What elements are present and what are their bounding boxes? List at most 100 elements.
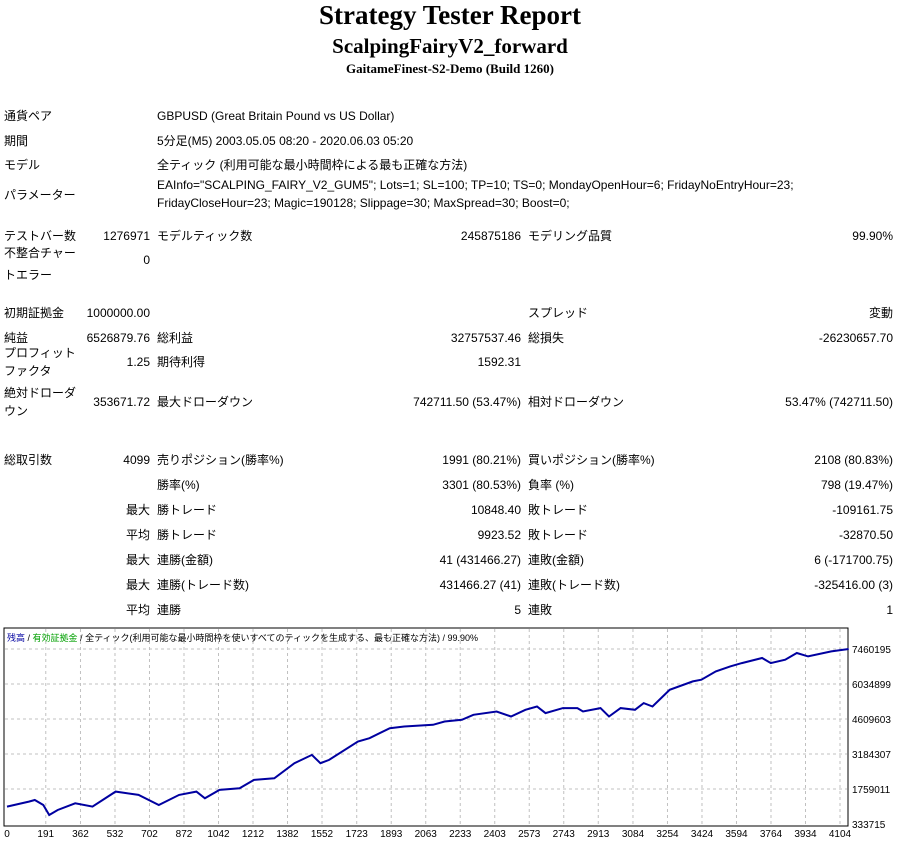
stats-value: 431466.27 (41): [439, 578, 521, 592]
stats-label: 総取引数: [4, 453, 53, 467]
stats-label: 買いポジション(勝率%): [528, 453, 655, 467]
x-tick-label: 2403: [484, 829, 507, 840]
stats-value: 最大: [125, 553, 150, 567]
stats-label: 連勝(トレード数): [157, 578, 249, 592]
stats-label: 敗トレード: [528, 503, 589, 517]
stats-value: 4099: [123, 453, 150, 467]
stats-label: プロフィットファクタ: [4, 346, 76, 378]
stats-value: -109161.75: [832, 503, 893, 517]
x-tick-label: 191: [37, 829, 54, 840]
x-tick-label: 1382: [276, 829, 299, 840]
info-value-period: 5分足(M5) 2003.05.05 08:20 - 2020.06.03 05…: [157, 134, 414, 148]
stats-label: 連敗(金額): [528, 553, 584, 567]
stats-label: 連敗(トレード数): [528, 578, 620, 592]
stats-value: 6 (-171700.75): [814, 553, 893, 567]
x-tick-label: 1893: [380, 829, 403, 840]
stats-label: 勝トレード: [157, 528, 218, 542]
info-value-model: 全ティック (利用可能な最小時間枠による最も正確な方法): [157, 158, 468, 172]
info-label-period: 期間: [4, 134, 29, 148]
legend-quality: 99.90%: [448, 633, 479, 643]
x-tick-label: 2233: [449, 829, 472, 840]
stats-label: テストバー数: [4, 229, 77, 243]
stats-value: -325416.00 (3): [814, 578, 893, 592]
stats-value: 1: [886, 603, 893, 617]
x-tick-label: 3424: [691, 829, 714, 840]
stats-value: 3301 (80.53%): [442, 478, 521, 492]
stats-label: 連勝: [157, 603, 182, 617]
stats-value: 変動: [868, 306, 893, 320]
stats-label: モデリング品質: [528, 229, 613, 243]
y-tick-label: 7460195: [852, 645, 891, 656]
server-build: GaitameFinest-S2-Demo (Build 1260): [346, 61, 554, 76]
x-tick-label: 702: [141, 829, 158, 840]
legend-model: 全ティック(利用可能な最小時間枠を使いすべてのティックを生成する、最も正確な方法…: [85, 632, 440, 643]
balance-chart: 0 191 362 532 702 872 1042 1212 1382 1552 1723 1893…: [3, 627, 891, 840]
info-label-model: モデル: [4, 158, 41, 172]
stats-label: 勝率(%): [157, 478, 200, 492]
stats-value: 平均: [125, 603, 150, 617]
x-tick-label: 3764: [760, 829, 783, 840]
stats-value: 最大: [125, 503, 150, 517]
stats-value: 1991 (80.21%): [442, 453, 521, 467]
legend-balance: 残高: [7, 632, 25, 643]
x-tick-label: 3084: [622, 829, 645, 840]
stats-value: 742711.50 (53.47%): [413, 395, 521, 409]
stats-label: 総利益: [157, 331, 194, 345]
stats-label: 勝トレード: [157, 503, 218, 517]
stats-label: 最大ドローダウン: [157, 395, 254, 409]
x-tick-label: 532: [107, 829, 124, 840]
info-label-parameters: パラメーター: [4, 188, 76, 202]
stats-value: 1000000.00: [86, 306, 150, 320]
stats-value: 41 (431466.27): [439, 553, 521, 567]
report-subtitle: ScalpingFairyV2_forward: [332, 34, 568, 58]
x-tick-label: 3594: [725, 829, 748, 840]
y-tick-label: 3184307: [852, 750, 891, 761]
stats-value: 99.90%: [852, 229, 893, 243]
stats-value: 1.25: [126, 355, 150, 369]
stats-label: 期待利得: [157, 355, 206, 369]
balance-line: [6, 648, 849, 817]
y-tick-label: 333715: [852, 820, 886, 831]
stats-value: 9923.52: [477, 528, 521, 542]
x-tick-label: 1552: [311, 829, 334, 840]
stats-value: -32870.50: [838, 528, 893, 542]
stats-label: 純益: [4, 331, 29, 345]
x-tick-label: 2573: [518, 829, 541, 840]
legend-separator: /: [25, 633, 33, 643]
x-tick-label: 2063: [415, 829, 438, 840]
stats-label: 連勝(金額): [157, 553, 213, 567]
x-tick-label: 4104: [829, 829, 852, 840]
stats-value: 32757537.46: [450, 331, 521, 345]
x-tick-label: 3254: [656, 829, 679, 840]
x-tick-label: 1042: [207, 829, 230, 840]
stats-label: 相対ドローダウン: [528, 395, 625, 409]
stats-label: 絶対ドローダウン: [4, 386, 77, 418]
stats-value: 10848.40: [470, 503, 521, 517]
x-tick-label: 362: [72, 829, 89, 840]
stats-label: 敗トレード: [528, 528, 589, 542]
y-tick-label: 1759011: [852, 785, 891, 796]
stats-value: 53.47% (742711.50): [785, 395, 893, 409]
stats-value: 5: [514, 603, 521, 617]
stats-value: 1276971: [103, 229, 150, 243]
stats-value: 6526879.76: [86, 331, 150, 345]
stats-label: 不整合チャートエラー: [4, 246, 76, 282]
x-tick-label: 0: [4, 829, 10, 840]
x-tick-label: 2913: [587, 829, 610, 840]
x-tick-label: 1212: [242, 829, 265, 840]
stats-value: 0: [143, 253, 150, 267]
legend-equity: 有効証拠金: [33, 632, 78, 643]
info-value-parameters: EAInfo="SCALPING_FAIRY_V2_GUM5"; Lots=1;…: [157, 178, 794, 210]
stats-value: 1592.31: [477, 355, 521, 369]
legend-separator: /: [78, 633, 86, 643]
report-title: Strategy Tester Report: [319, 0, 581, 30]
stats-value: 平均: [125, 528, 150, 542]
chart-legend: 残高 / 有効証拠金 / 全ティック(利用可能な最小時間枠を使いすべてのティック…: [7, 632, 478, 643]
stats-value: 2108 (80.83%): [814, 453, 893, 467]
stats-label: 初期証拠金: [4, 306, 65, 320]
x-tick-label: 872: [176, 829, 193, 840]
info-label-symbol: 通貨ペア: [4, 109, 53, 123]
stats-label: スプレッド: [528, 306, 589, 320]
y-tick-label: 6034899: [852, 680, 891, 691]
stats-value: 353671.72: [93, 395, 150, 409]
